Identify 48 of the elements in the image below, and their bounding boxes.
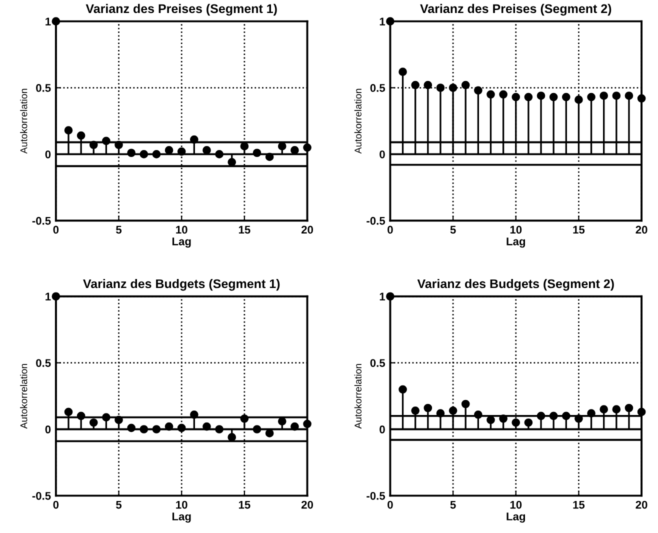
x-tick-label: 15 (238, 500, 250, 509)
x-tick-label: 15 (238, 226, 250, 234)
y-tick-label: -0.5 (366, 492, 386, 500)
y-axis-title: Autokorrelation (20, 88, 28, 154)
y-tick-label: 0 (45, 150, 51, 158)
x-tick-label: 5 (116, 226, 122, 234)
y-tick-label: 0.5 (370, 84, 386, 92)
x-tick-label: 5 (450, 500, 456, 509)
x-tick-label: 20 (301, 226, 313, 234)
x-tick-label: 15 (573, 500, 585, 509)
y-tick-label: 1 (380, 292, 386, 300)
y-tick-label: -0.5 (32, 492, 51, 500)
chart-title: Varianz des Preises (Segment 2) (420, 4, 612, 16)
x-tick-label: 0 (53, 500, 59, 509)
x-tick-label: 5 (450, 226, 456, 234)
y-tick-label: 0 (380, 426, 385, 434)
y-tick-label: 0.5 (36, 359, 51, 367)
y-tick-label: 0 (380, 150, 385, 158)
x-axis-title: Lag (172, 512, 191, 523)
y-tick-label: 1 (46, 18, 51, 26)
y-axis-title: Autokorrelation (354, 88, 362, 154)
chart-title: Varianz des Preises (Segment 1) (86, 4, 277, 16)
y-tick-label: -0.5 (32, 216, 51, 225)
x-tick-label: 15 (573, 226, 585, 234)
x-tick-label: 20 (636, 226, 648, 234)
y-tick-label: 1 (380, 18, 386, 26)
x-tick-label: 20 (636, 500, 648, 509)
x-axis-title: Lag (506, 512, 526, 523)
y-tick-label: -0.5 (366, 216, 386, 225)
y-tick-label: 0.5 (370, 359, 386, 367)
x-tick-label: 10 (176, 226, 188, 234)
y-tick-label: 1 (46, 292, 51, 300)
x-tick-label: 0 (53, 226, 59, 234)
chart-title: Varianz des Budgets (Segment 1) (83, 278, 280, 291)
y-tick-label: 0 (45, 426, 51, 434)
x-tick-label: 20 (301, 500, 313, 509)
x-axis-title: Lag (172, 238, 191, 248)
x-tick-label: 0 (388, 500, 393, 509)
y-axis-title: Autokorrelation (354, 364, 362, 429)
x-tick-label: 10 (510, 500, 522, 509)
x-tick-label: 0 (388, 226, 393, 234)
x-tick-label: 5 (116, 500, 122, 509)
chart-title: Varianz des Budgets (Segment 2) (417, 278, 614, 291)
x-tick-label: 10 (510, 226, 522, 234)
x-axis-title: Lag (506, 238, 526, 248)
y-axis-title: Autokorrelation (20, 364, 28, 429)
y-tick-label: 0.5 (36, 84, 51, 92)
x-tick-label: 10 (176, 500, 188, 509)
